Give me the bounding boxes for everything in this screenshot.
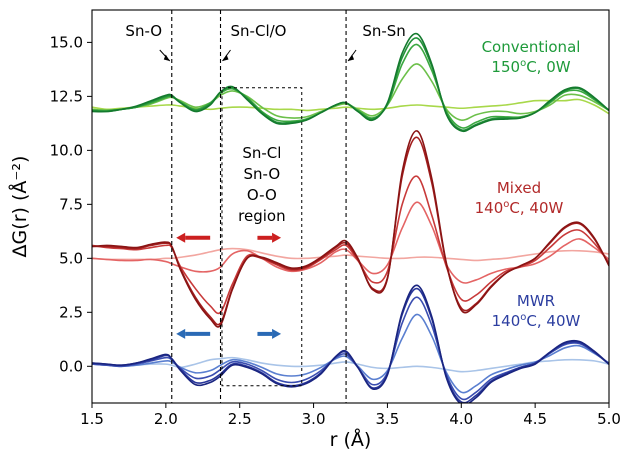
group-label-2-line1: MWR	[517, 292, 555, 310]
x-tick-label-0: 1.5	[80, 410, 104, 428]
y-tick-label-2: 5.0	[59, 249, 83, 267]
series-layer	[92, 32, 609, 403]
x-tick-label-7: 5.0	[597, 410, 621, 428]
x-tick-label-3: 3.0	[302, 410, 326, 428]
y-tick-label-4: 10.0	[50, 141, 83, 159]
vline-pointer-head-1	[222, 54, 229, 61]
series-line-conventional-0	[92, 98, 609, 115]
vline-label-2: Sn-Sn	[362, 22, 405, 40]
series-line-mixed-9	[92, 130, 609, 328]
shift-arrow-head-0	[176, 232, 186, 243]
series-line-mwr-11	[92, 313, 609, 394]
group-label-1-line1: Mixed	[497, 179, 541, 197]
x-tick-label-1: 2.0	[154, 410, 178, 428]
axes: 1.5 2.0 2.5 3.0 3.5 4.0 4.5 5.0 0.0 2.5 5.0 7.5 10.0…	[8, 9, 621, 451]
plot-frame	[91, 9, 610, 404]
group-label-0-line1: Conventional	[482, 38, 581, 56]
y-tick-label-6: 15.0	[50, 33, 83, 51]
region-label-line-3: region	[238, 207, 285, 225]
y-tick-label-5: 12.5	[50, 87, 83, 105]
region-box: Sn-Cl Sn-O O-O region	[221, 87, 303, 387]
shift-arrows	[176, 232, 282, 339]
y-tick-label-1: 2.5	[59, 303, 83, 321]
series-line-mwr-10	[92, 356, 609, 373]
series-line-mixed-5	[92, 247, 609, 262]
x-tick-label-4: 3.5	[375, 410, 399, 428]
series-line-conventional-4	[92, 32, 609, 133]
y-axis-title: ΔG(r) (Å⁻²)	[8, 156, 31, 258]
group-label-0-line2: 150oC, 0W	[491, 58, 570, 76]
vline-pointer-head-2	[348, 54, 355, 61]
region-label-line-2: O-O	[247, 186, 277, 204]
region-rect	[221, 87, 303, 387]
annotation-labels: Sn-O Sn-Cl/O Sn-Sn Conventional 150oC, 0W Mix…	[125, 22, 580, 330]
x-tick-label-6: 4.5	[523, 410, 547, 428]
vline-pointer-head-0	[163, 54, 170, 61]
region-label-line-1: Sn-O	[244, 165, 281, 183]
y-tick-label-0: 0.0	[59, 357, 83, 375]
x-tick-label-2: 2.5	[228, 410, 252, 428]
vline-label-1: Sn-Cl/O	[231, 22, 287, 40]
shift-arrow-head-3	[272, 328, 282, 339]
x-tick-label-5: 4.0	[449, 410, 473, 428]
reference-lines	[171, 10, 347, 403]
series-line-mwr-14	[92, 284, 609, 403]
group-label-1-line2: 140oC, 40W	[475, 199, 564, 217]
y-tick-label-3: 7.5	[59, 195, 83, 213]
region-label-line-0: Sn-Cl	[242, 144, 281, 162]
shift-arrow-head-2	[176, 328, 186, 339]
x-axis-title: r (Å)	[330, 428, 372, 451]
vline-label-0: Sn-O	[125, 22, 162, 40]
shift-arrow-head-1	[272, 232, 282, 243]
group-label-2-line2: 140oC, 40W	[492, 312, 581, 330]
